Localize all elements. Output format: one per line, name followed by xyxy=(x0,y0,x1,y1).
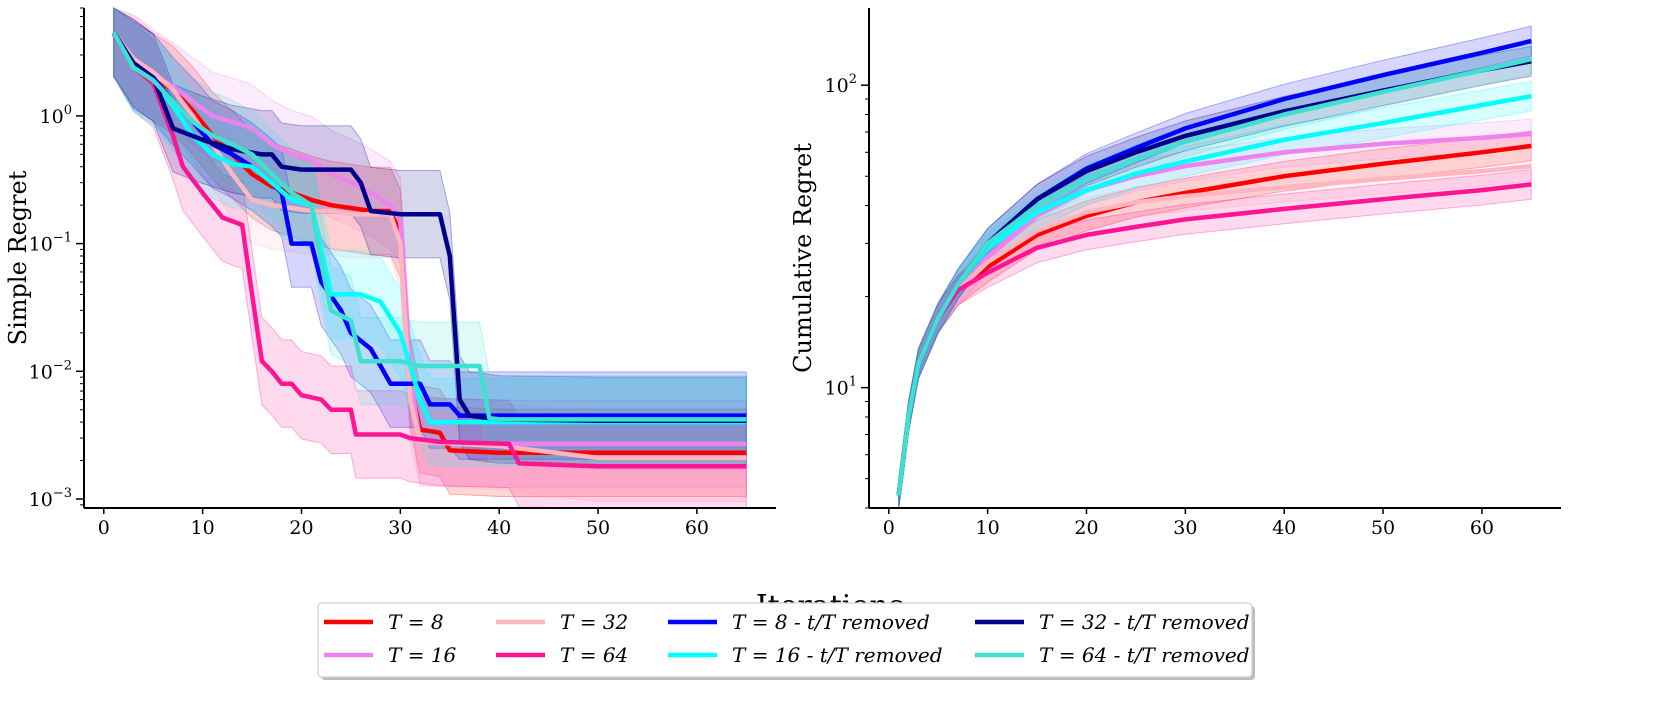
x-tick-label: 40 xyxy=(487,517,511,539)
band-t-16-t-t-removed xyxy=(898,80,1532,509)
y-tick-label: 10−1 xyxy=(29,231,72,256)
series-line-t-32-t-t-removed xyxy=(111,31,747,423)
y-tick-label: 102 xyxy=(825,72,857,97)
x-tick-label: 50 xyxy=(1371,517,1395,539)
x-tick-label: 50 xyxy=(586,517,610,539)
legend-label: T = 16 xyxy=(388,643,457,667)
series-line-t-64 xyxy=(111,32,747,469)
y-tick-label: 10−3 xyxy=(29,486,72,511)
legend-item-t-32-t-t-removed: T = 32 - t/T removed xyxy=(975,610,1250,634)
band-t-8-t-t-removed xyxy=(898,25,1532,509)
legend-label: T = 64 xyxy=(560,643,628,667)
band-t-64 xyxy=(898,168,1532,509)
x-tick-label: 30 xyxy=(1173,517,1197,539)
legend-label: T = 32 xyxy=(560,610,628,634)
legend-label: T = 64 - t/T removed xyxy=(1039,643,1250,667)
x-tick-label: 10 xyxy=(976,517,1000,539)
y-axis-title: Simple Regret xyxy=(4,170,32,345)
x-tick-label: 0 xyxy=(883,517,895,539)
legend-item-t-8-t-t-removed: T = 8 - t/T removed xyxy=(668,610,930,634)
series-line-t-64-t-t-removed xyxy=(111,31,747,422)
legend-label: T = 8 xyxy=(388,610,444,634)
y-tick-label: 101 xyxy=(825,375,857,400)
y-tick-label: 100 xyxy=(40,103,72,128)
series-line-t-64-t-t-removed xyxy=(896,56,1532,496)
confidence-bands xyxy=(898,25,1532,509)
x-tick-label: 10 xyxy=(191,517,215,539)
simple-regret-panel: 0 10 20 30 40 50 60 10−3 10−2 10−1 100 Simple Regre… xyxy=(4,6,776,539)
x-tick-label: 30 xyxy=(388,517,412,539)
y-axis-title: Cumulative Regret xyxy=(789,143,817,373)
x-tick-label: 0 xyxy=(98,517,110,539)
legend: T = 8 T = 16 T = 32 T = 64 T = 8 - t/T remov… xyxy=(317,602,1255,680)
band-t-32-t-t-removed xyxy=(898,45,1532,509)
legend-item-t-16: T = 16 xyxy=(324,643,457,667)
legend-label: T = 16 - t/T removed xyxy=(732,643,943,667)
x-tick-label: 60 xyxy=(1470,517,1494,539)
legend-item-t-16-t-t-removed: T = 16 - t/T removed xyxy=(668,643,943,667)
band-t-64-t-t-removed xyxy=(898,43,1532,509)
x-tick-label: 60 xyxy=(685,517,709,539)
legend-label: T = 32 - t/T removed xyxy=(1039,610,1250,634)
legend-item-t-8: T = 8 xyxy=(324,610,444,634)
series-lines xyxy=(111,31,747,469)
cumulative-regret-panel: 0 10 20 30 40 50 60 101 102 Cumulative Regret xyxy=(789,8,1561,539)
x-tick-label: 20 xyxy=(1074,517,1098,539)
legend-item-t-32: T = 32 xyxy=(496,610,628,634)
legend-label: T = 8 - t/T removed xyxy=(732,610,930,634)
series-lines xyxy=(896,38,1532,496)
x-tick-label: 20 xyxy=(289,517,313,539)
legend-item-t-64: T = 64 xyxy=(496,643,628,667)
x-tick-label: 40 xyxy=(1272,517,1296,539)
legend-item-t-64-t-t-removed: T = 64 - t/T removed xyxy=(975,643,1250,667)
y-tick-label: 10−2 xyxy=(29,358,72,383)
